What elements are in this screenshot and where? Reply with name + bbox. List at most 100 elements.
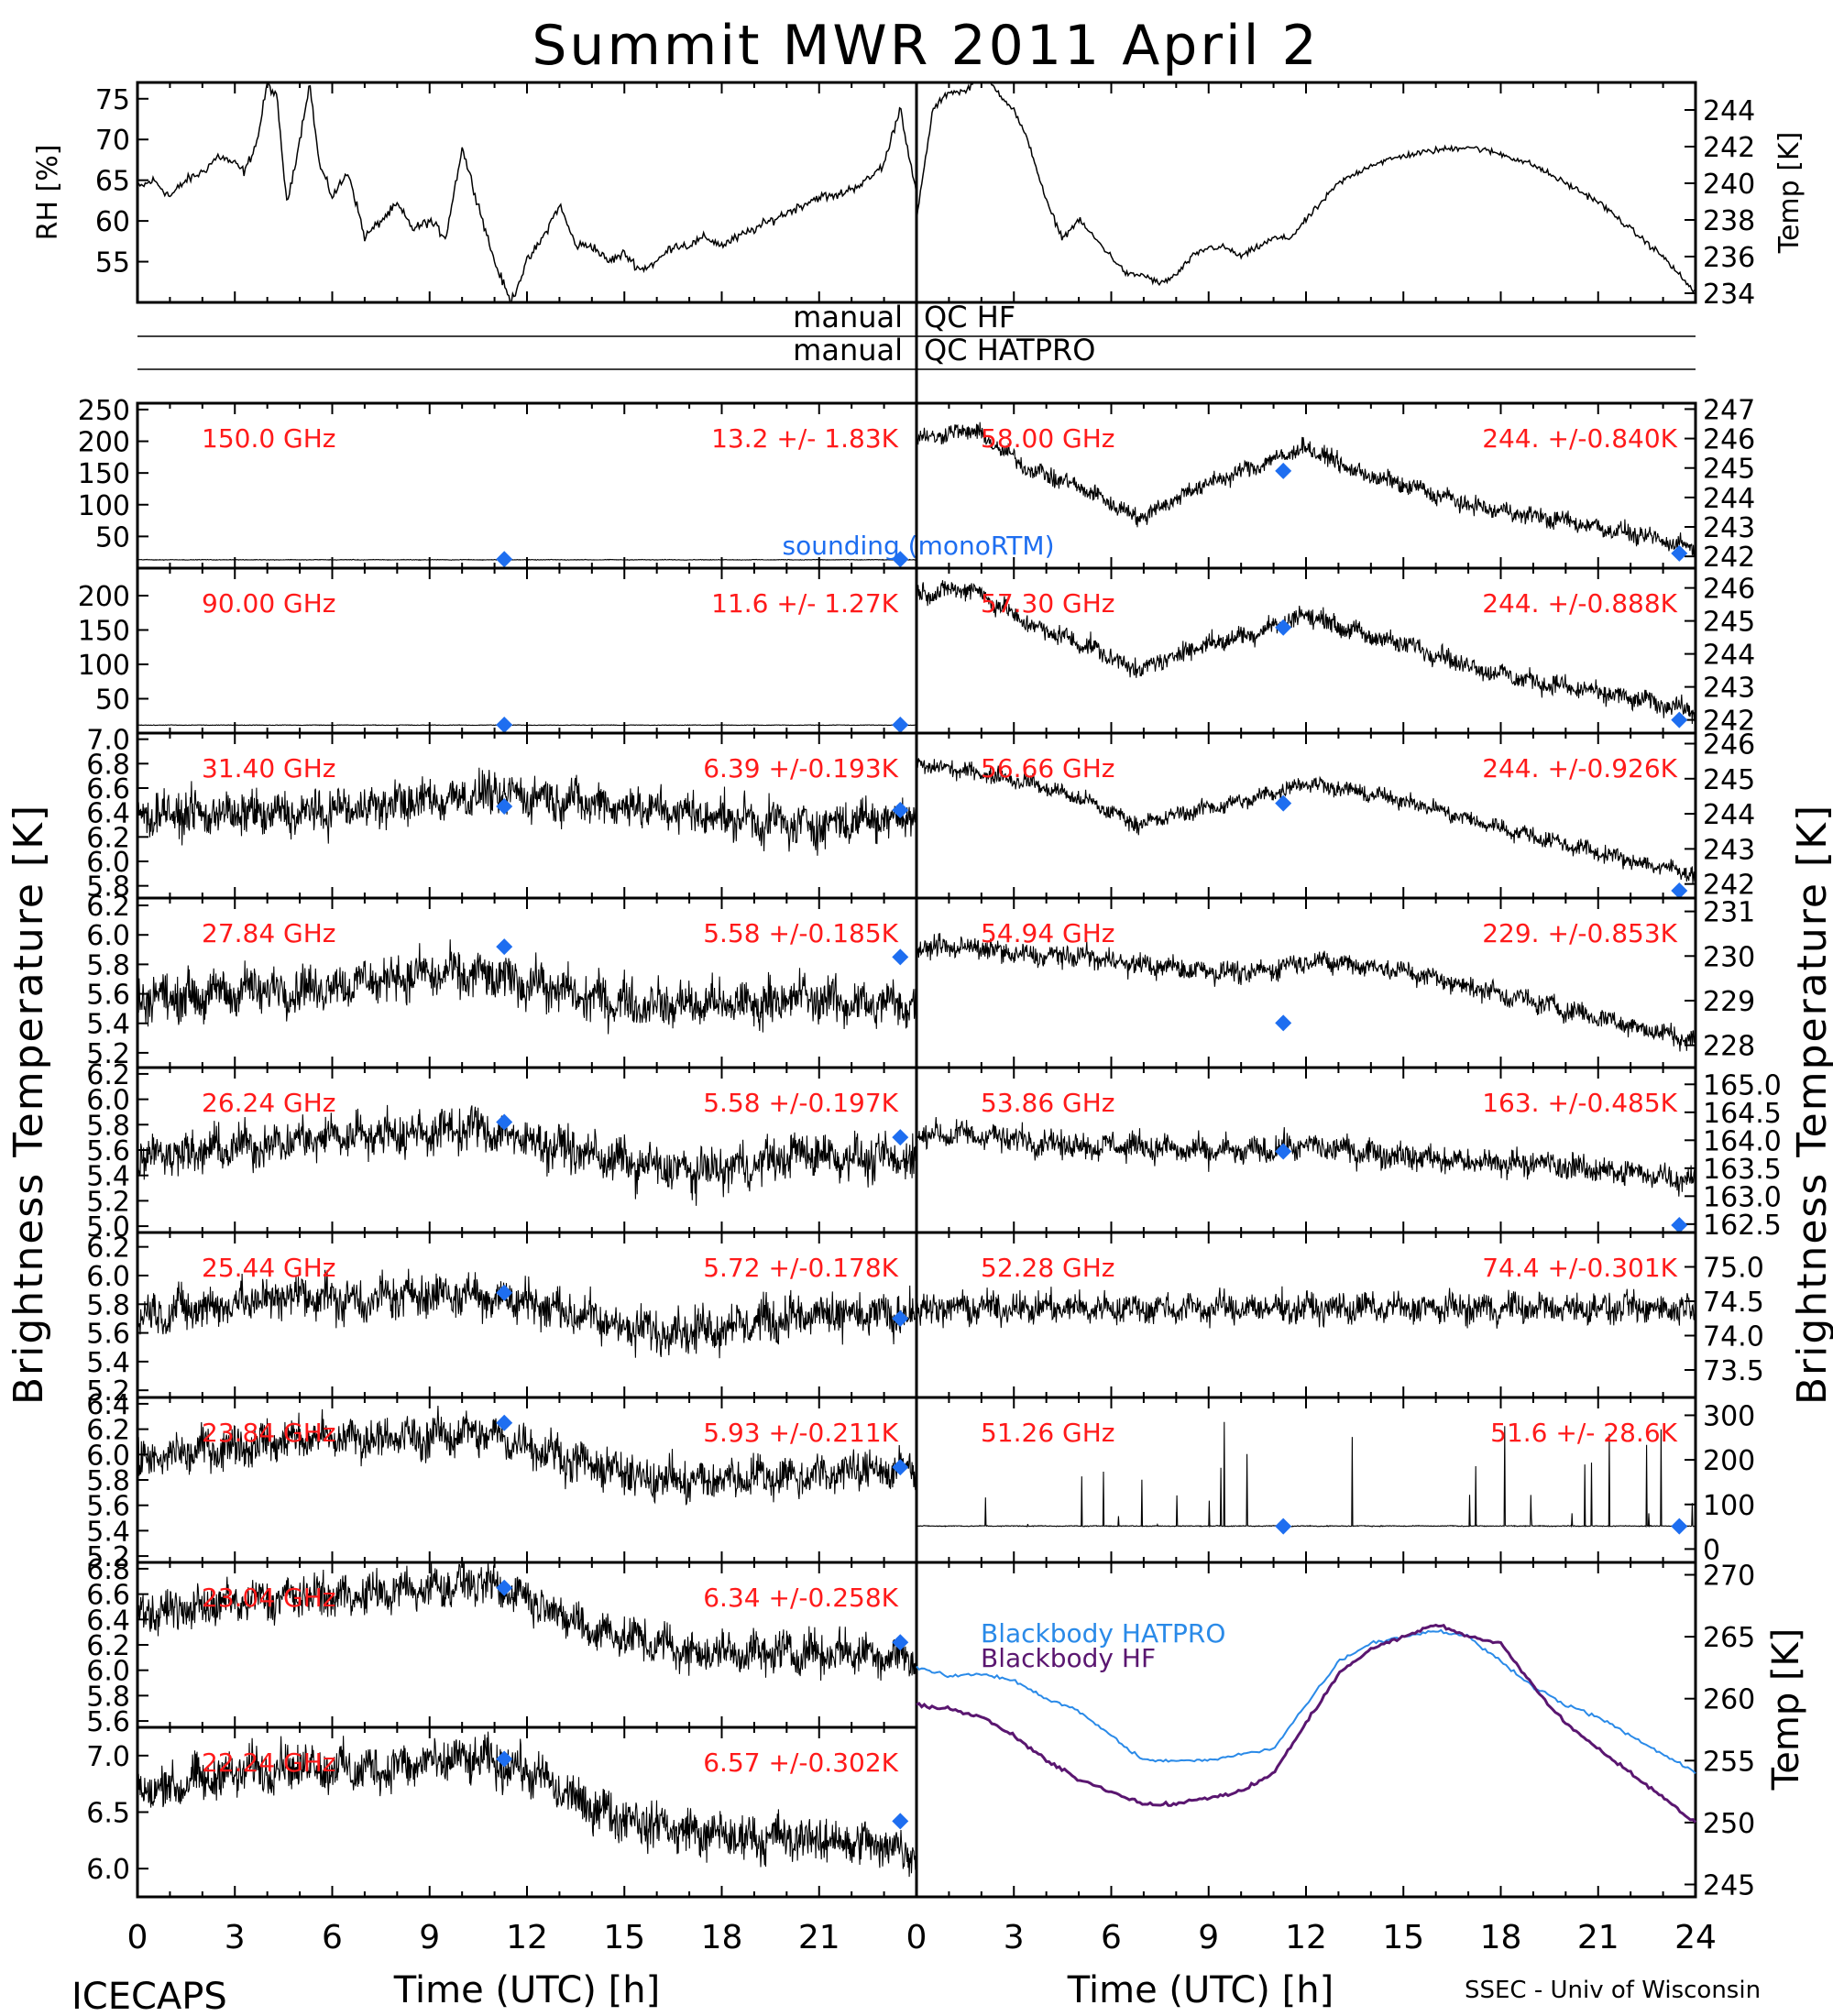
channel-stat: 163. +/-0.485K bbox=[1482, 1088, 1677, 1118]
y-tick-label: 5.2 bbox=[86, 1038, 130, 1070]
x-tick-labels: 0 3 6 9 12 15 18 21 0 3 6 9 12 15 18 21 24 bbox=[127, 1919, 1717, 1956]
y-tick-label: 6.6 bbox=[86, 773, 130, 805]
y-tick-label: 5.8 bbox=[86, 871, 130, 904]
channel-stat: 5.93 +/-0.211K bbox=[703, 1418, 898, 1448]
y-tick-label: 246 bbox=[1703, 729, 1755, 761]
channel-stat: 244. +/-0.926K bbox=[1482, 753, 1677, 783]
channel-stat: 6.34 +/-0.258K bbox=[703, 1583, 898, 1613]
sounding-marker bbox=[892, 551, 909, 568]
y-tick-label: 60 bbox=[95, 206, 130, 238]
sounding-marker bbox=[496, 1113, 513, 1131]
panel-frame bbox=[915, 1561, 1697, 1899]
channel-label: 51.26 GHz bbox=[981, 1418, 1115, 1448]
sounding-marker bbox=[1275, 794, 1292, 812]
y-tick-label: 242 bbox=[1703, 542, 1755, 574]
y-tick-label: 6.2 bbox=[86, 1415, 130, 1447]
x-tick-label: 9 bbox=[419, 1919, 440, 1956]
y-tick-label: 50 bbox=[95, 685, 130, 717]
y-tick-label: 163.0 bbox=[1703, 1181, 1782, 1213]
rh-ylabel: RH [%] bbox=[32, 145, 64, 241]
y-tick-label: 6.6 bbox=[86, 1580, 130, 1612]
y-tick-label: 240 bbox=[1703, 169, 1755, 201]
y-tick-label: 5.8 bbox=[86, 1289, 130, 1321]
y-tick-label: 6.4 bbox=[86, 1389, 130, 1421]
y-tick-label: 75 bbox=[95, 84, 130, 116]
y-tick-label: 5.2 bbox=[86, 1541, 130, 1573]
y-tick-label: 6.0 bbox=[86, 847, 130, 879]
y-tick-label: 230 bbox=[1703, 941, 1755, 973]
y-tick-label: 300 bbox=[1703, 1400, 1755, 1432]
channel-trace bbox=[916, 1116, 1696, 1197]
channel-stat: 244. +/-0.888K bbox=[1482, 588, 1677, 619]
channel-stat: 5.58 +/-0.185K bbox=[703, 918, 898, 948]
sounding-marker bbox=[892, 1129, 909, 1146]
channel-stat: 5.72 +/-0.178K bbox=[703, 1253, 898, 1283]
panel-2624GHz-ghz: 6.26.05.85.65.45.25.0 26.24 GHz 5.58 +/-0.… bbox=[86, 1059, 918, 1244]
y-tick-label: 150 bbox=[78, 458, 130, 490]
channel-label: 26.24 GHz bbox=[202, 1088, 336, 1118]
y-tick-label: 247 bbox=[1703, 394, 1755, 426]
y-tick-label: 243 bbox=[1703, 834, 1755, 866]
channel-label: 25.44 GHz bbox=[202, 1253, 336, 1283]
channel-trace bbox=[916, 422, 1696, 559]
y-tick-label: 6.8 bbox=[86, 749, 130, 781]
y-tick-label: 5.8 bbox=[86, 1681, 130, 1713]
sounding-marker bbox=[892, 802, 909, 818]
y-tick-label: 245 bbox=[1703, 764, 1755, 796]
channel-label: 23.84 GHz bbox=[202, 1418, 336, 1448]
blackbody-series-line bbox=[916, 1628, 1696, 1775]
panel-2384GHz-ghz: 6.46.26.05.85.65.45.2 23.84 GHz 5.93 +/-0.… bbox=[86, 1389, 918, 1573]
y-tick-label: 165.0 bbox=[1703, 1069, 1782, 1101]
footer-right: SSEC - Univ of Wisconsin bbox=[1465, 1977, 1761, 2004]
channel-label: 22.24 GHz bbox=[202, 1748, 336, 1778]
channel-label: 90.00 GHz bbox=[202, 588, 336, 619]
y-tick-label: 100 bbox=[78, 490, 130, 522]
x-tick-label: 21 bbox=[1577, 1919, 1619, 1956]
y-tick-label: 228 bbox=[1703, 1031, 1755, 1063]
y-tick-label: 5.2 bbox=[86, 1186, 130, 1218]
y-tick-label: 244 bbox=[1703, 640, 1755, 672]
sounding-marker bbox=[892, 1459, 909, 1476]
x-tick-label: 15 bbox=[1382, 1919, 1424, 1956]
x-tick-label: 21 bbox=[798, 1919, 840, 1956]
panel-5228GHz-ghz: 75.074.574.073.5 52.28 GHz 74.4 +/-0.301K bbox=[915, 1231, 1764, 1399]
sounding-marker bbox=[496, 717, 513, 733]
sounding-marker bbox=[892, 948, 909, 966]
sounding-note: sounding (monoRTM) bbox=[783, 531, 1055, 561]
y-tick-label: 5.6 bbox=[86, 1135, 130, 1167]
y-tick-label: 200 bbox=[78, 581, 130, 613]
y-tick-label: 246 bbox=[1703, 424, 1755, 456]
qc-row-hatpro-right: QC HATPRO bbox=[924, 333, 1095, 367]
channel-stat: 13.2 +/- 1.83K bbox=[711, 423, 898, 454]
y-tick-label: 5.6 bbox=[86, 980, 130, 1012]
panel-2304GHz-ghz: 6.86.66.46.26.05.85.6 23.04 GHz 6.34 +/-0.… bbox=[86, 1554, 918, 1738]
channel-trace bbox=[916, 1286, 1696, 1329]
y-tick-label: 5.8 bbox=[86, 949, 130, 981]
left-side-label: Brightness Temperature [K] bbox=[5, 804, 52, 1405]
y-tick-label: 250 bbox=[1703, 1808, 1755, 1840]
y-tick-label: 74.0 bbox=[1703, 1321, 1764, 1353]
legend-entry: Blackbody HATPRO bbox=[981, 1618, 1225, 1649]
channel-trace bbox=[916, 755, 1696, 884]
y-tick-label: 244 bbox=[1703, 95, 1755, 127]
sounding-marker bbox=[1275, 1517, 1292, 1535]
x-tick-label: 12 bbox=[506, 1919, 548, 1956]
y-tick-label: 265 bbox=[1703, 1622, 1755, 1654]
footer-left: ICECAPS bbox=[71, 1976, 227, 2016]
channel-label: 54.94 GHz bbox=[981, 918, 1115, 948]
channel-label: 53.86 GHz bbox=[981, 1088, 1115, 1118]
y-tick-label: 7.0 bbox=[86, 725, 130, 757]
y-tick-label: 5.4 bbox=[86, 1516, 130, 1548]
channel-stat: 51.6 +/- 28.6K bbox=[1490, 1418, 1677, 1448]
y-tick-label: 6.2 bbox=[86, 1630, 130, 1662]
y-tick-label: 245 bbox=[1703, 1869, 1755, 1901]
y-tick-label: 244 bbox=[1703, 483, 1755, 515]
y-tick-label: 6.8 bbox=[86, 1554, 130, 1586]
sounding-marker bbox=[892, 1813, 909, 1830]
x-tick-label: 0 bbox=[906, 1919, 927, 1956]
right-side-label: Brightness Temperature [K] bbox=[1789, 804, 1833, 1405]
sounding-marker bbox=[892, 1309, 909, 1327]
